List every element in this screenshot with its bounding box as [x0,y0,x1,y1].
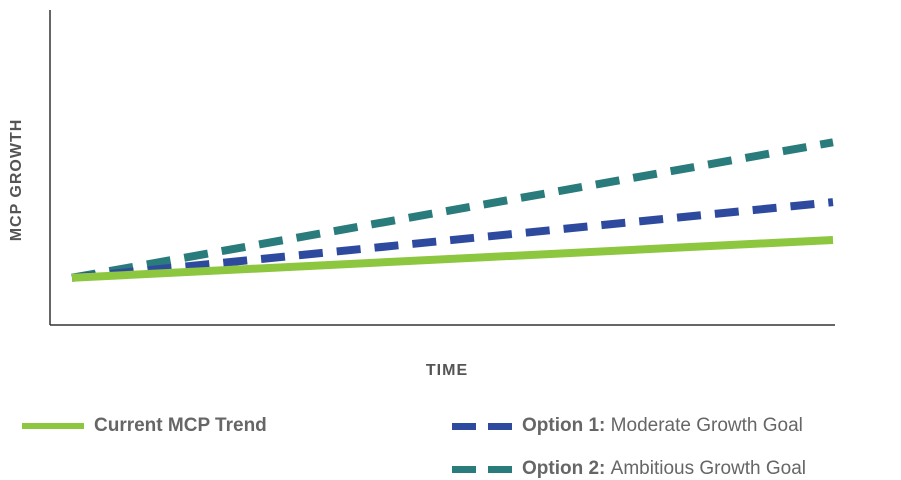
series-line-3 [71,138,834,282]
legend-item-option1: Option 1: Moderate Growth Goal [452,415,803,437]
y-axis-title: MCP GROWTH [8,119,25,242]
legend-text-option2: Ambitious Growth Goal [610,458,807,479]
legend-item-current: Current MCP Trend [22,415,267,437]
legend-item-option2: Option 2: Ambitious Growth Goal [452,458,806,480]
series-line-1 [71,235,834,282]
dashed-line-swatch-icon [452,422,512,430]
series-lines [71,138,834,282]
dashed-line-swatch-icon [452,465,512,473]
solid-line-swatch-icon [22,423,84,429]
legend-text-option1: Moderate Growth Goal [610,415,803,436]
legend-label-current: Current MCP Trend [94,415,267,436]
axes [49,10,835,326]
legend-prefix-option2: Option 2: [522,458,606,479]
series-line-2 [71,198,834,282]
legend-prefix-option1: Option 1: [522,415,606,436]
x-axis-title: TIME [426,362,468,379]
line-chart: TIME MCP GROWTH [8,10,835,379]
